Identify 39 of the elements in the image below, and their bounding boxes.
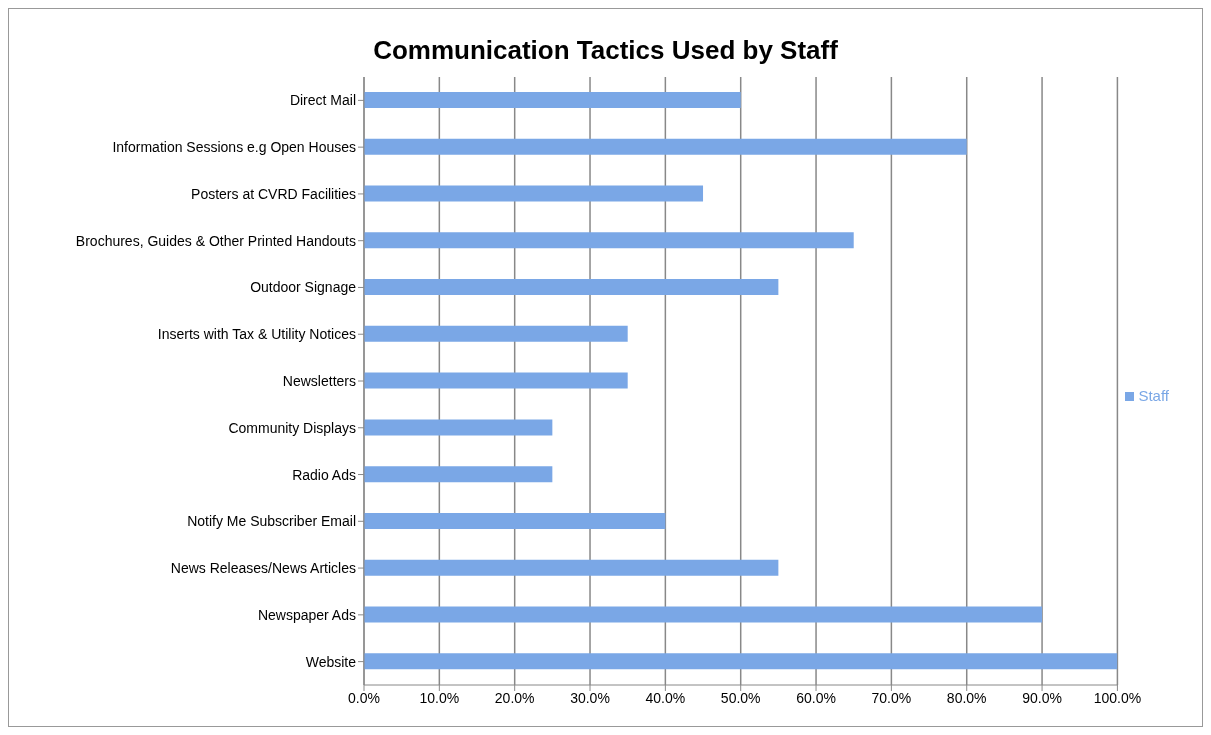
bar [364, 138, 967, 155]
y-tick-label: Radio Ads [292, 466, 356, 483]
bar [364, 512, 666, 529]
x-tick-label: 100.0% [1093, 689, 1142, 706]
x-tick-label: 20.0% [494, 689, 535, 706]
y-tick-label: Newsletters [282, 372, 356, 389]
bar [364, 466, 553, 483]
y-tick-label: Inserts with Tax & Utility Notices [157, 326, 356, 343]
y-tick-label: Newspaper Ads [257, 606, 356, 623]
y-tick-label: Direct Mail [289, 92, 356, 109]
x-tick-label: 90.0% [1022, 689, 1062, 706]
bar [364, 232, 854, 249]
bar [364, 419, 553, 436]
x-tick-label: 60.0% [796, 689, 836, 706]
x-tick-label: 30.0% [570, 689, 610, 706]
bar [364, 559, 779, 576]
chart-title: Communication Tactics Used by Staff [372, 34, 839, 65]
bar [364, 606, 1043, 623]
x-tick-label: 10.0% [419, 689, 460, 706]
x-tick-label: 80.0% [946, 689, 987, 706]
y-tick-label: Outdoor Signage [250, 279, 357, 296]
y-tick-label: Brochures, Guides & Other Printed Handouts [75, 232, 356, 249]
y-tick-label: News Releases/News Articles [170, 560, 356, 577]
y-tick-label: Notify Me Subscriber Email [187, 513, 356, 530]
x-tick-label: 0.0% [348, 689, 380, 706]
x-tick-label: 40.0% [645, 689, 686, 706]
x-tick-label: 70.0% [871, 689, 912, 706]
y-tick-label: Information Sessions e.g Open Houses [112, 139, 356, 156]
bar [364, 92, 741, 108]
x-tick-label: 50.0% [720, 689, 761, 706]
legend-label: Staff [1138, 386, 1169, 404]
y-tick-label: Website [305, 653, 357, 670]
bar [364, 372, 628, 389]
y-tick-label: Community Displays [228, 419, 356, 436]
bar [364, 325, 628, 342]
bar [364, 279, 779, 296]
bar [364, 653, 1118, 670]
y-tick-label: Posters at CVRD Facilities [191, 185, 356, 202]
bar [364, 185, 704, 202]
